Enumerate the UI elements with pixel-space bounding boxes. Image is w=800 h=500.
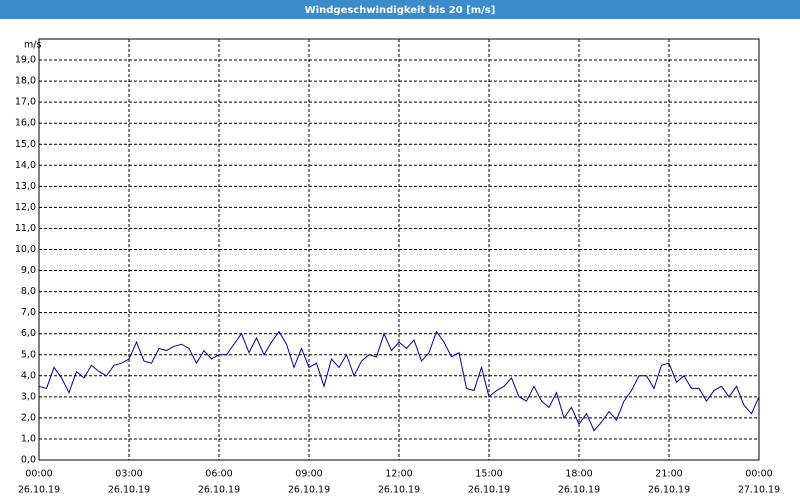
y-tick-label: 6,0 — [21, 328, 36, 339]
y-tick-label: 18,0 — [15, 76, 36, 87]
y-tick-label: 9,0 — [21, 265, 36, 276]
y-tick-label: 5,0 — [21, 349, 36, 360]
x-tick-label: 12:00 — [385, 469, 412, 480]
x-tick-label: 18:00 — [565, 469, 592, 480]
y-tick-label: 11,0 — [15, 223, 36, 234]
y-tick-label: 19,0 — [15, 55, 36, 66]
x-tick-label: 00:00 — [25, 469, 52, 480]
y-tick-label: 1,0 — [21, 433, 36, 444]
x-tick-date: 27.10.19 — [738, 485, 780, 496]
x-tick-date: 26.10.19 — [648, 485, 690, 496]
y-tick-label: 4,0 — [21, 370, 36, 381]
y-tick-label: 12,0 — [15, 202, 36, 213]
x-tick-label: 03:00 — [115, 469, 142, 480]
x-tick-date: 26.10.19 — [558, 485, 600, 496]
y-tick-label: 10,0 — [15, 244, 36, 255]
y-tick-label: 13,0 — [15, 181, 36, 192]
y-tick-label: 17,0 — [15, 97, 36, 108]
y-tick-label: 2,0 — [21, 412, 36, 423]
x-tick-label: 09:00 — [295, 469, 322, 480]
title-bar — [0, 0, 800, 19]
y-tick-label: 0,0 — [21, 455, 36, 466]
chart-title: Windgeschwindigkeit bis 20 [m/s] — [305, 5, 496, 16]
y-tick-label: 16,0 — [15, 118, 36, 129]
y-axis-label: m/s — [24, 40, 41, 51]
x-tick-label: 15:00 — [475, 469, 502, 480]
x-tick-date: 26.10.19 — [198, 485, 240, 496]
x-tick-date: 26.10.19 — [18, 485, 60, 496]
y-tick-label: 8,0 — [21, 286, 36, 297]
x-tick-label: 21:00 — [655, 469, 682, 480]
y-tick-label: 3,0 — [21, 391, 36, 402]
y-tick-label: 7,0 — [21, 307, 36, 318]
x-tick-label: 06:00 — [205, 469, 232, 480]
x-tick-label: 00:00 — [745, 469, 772, 480]
plot-border — [38, 38, 760, 461]
x-tick-date: 26.10.19 — [288, 485, 330, 496]
x-tick-date: 26.10.19 — [378, 485, 420, 496]
data-line — [38, 330, 760, 432]
y-tick-label: 15,0 — [15, 139, 36, 150]
x-tick-date: 26.10.19 — [468, 485, 510, 496]
x-tick-date: 26.10.19 — [108, 485, 150, 496]
y-tick-label: 14,0 — [15, 160, 36, 171]
